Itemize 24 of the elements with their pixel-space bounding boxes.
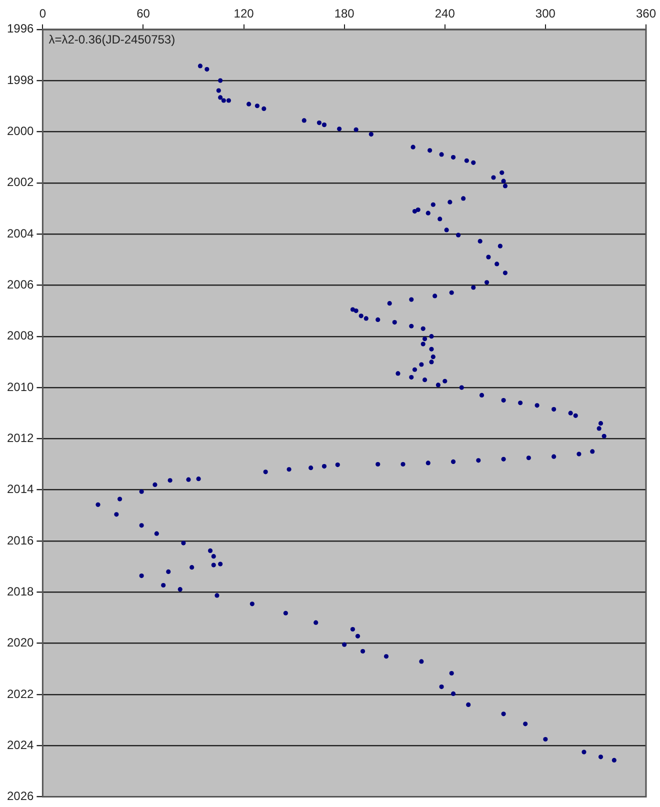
- y-tick-label: 2018: [6, 584, 34, 598]
- annotation: λ=λ2-0.36(JD-2450753): [48, 32, 176, 47]
- x-tick-label: 0: [39, 6, 46, 21]
- y-tick-label: 2014: [6, 482, 34, 496]
- y-tick-label: 2004: [6, 226, 34, 240]
- y-tick-label: 1998: [6, 72, 34, 87]
- x-tick-label: 180: [334, 6, 355, 21]
- y-tick-label: 2012: [6, 430, 34, 445]
- y-tick-label: 2016: [6, 533, 34, 548]
- x-tick-label: 360: [636, 6, 656, 21]
- y-tick-label: 2022: [6, 686, 34, 701]
- y-tick-label: 1996: [6, 22, 34, 36]
- y-tick-label: 2008: [6, 328, 34, 343]
- x-tick-label: 120: [234, 6, 254, 21]
- y-tick-label: 2006: [6, 278, 34, 292]
- y-tick-label: 2010: [6, 380, 34, 394]
- x-tick-label: 300: [535, 6, 556, 21]
- y-tick-label: 2026: [6, 789, 34, 804]
- y-tick-label: 2000: [6, 124, 34, 138]
- y-tick-label: 2020: [6, 636, 34, 650]
- y-tick-label: 2002: [6, 175, 34, 190]
- y-tick-label: 2024: [6, 738, 34, 752]
- x-tick-label: 60: [136, 6, 150, 21]
- x-tick-label: 240: [434, 6, 456, 21]
